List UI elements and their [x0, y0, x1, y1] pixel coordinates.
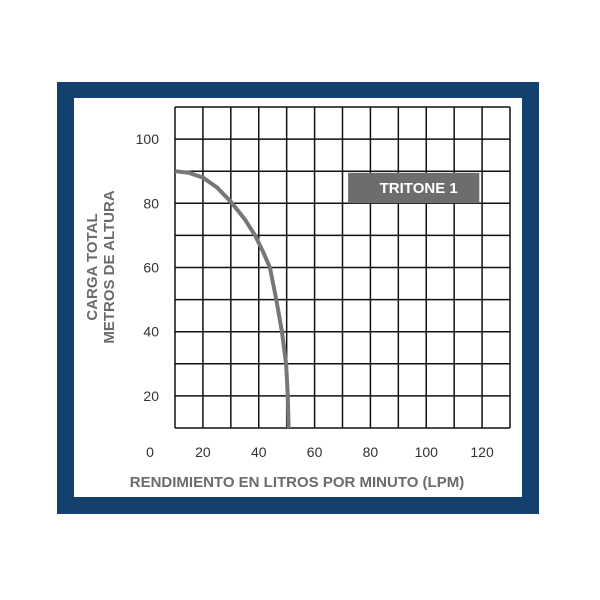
tick-labels: 0 20 40 60 80 100 120 20 40 60 80 100 — [136, 131, 494, 460]
y-tick-label: 60 — [143, 260, 159, 276]
y-axis-label-line1: CARGA TOTAL — [84, 213, 101, 320]
y-axis-label-line2: METROS DE ALTURA — [101, 190, 118, 343]
x-tick-label: 40 — [251, 444, 267, 460]
x-tick-label: 60 — [307, 444, 323, 460]
x-tick-label: 100 — [415, 444, 439, 460]
series-line-tritone-1 — [174, 169, 291, 429]
y-tick-label: 20 — [143, 388, 159, 404]
chart-panel — [74, 98, 522, 497]
x-axis-label: RENDIMIENTO EN LITROS POR MINUTO (LPM) — [130, 474, 464, 491]
x-tick-label: 120 — [470, 444, 494, 460]
grid — [174, 106, 511, 429]
legend-label: TRITONE 1 — [380, 180, 458, 197]
x-tick-label: 80 — [363, 444, 379, 460]
y-tick-label: 80 — [143, 195, 159, 211]
x-tick-label: 20 — [195, 444, 211, 460]
legend-box — [348, 172, 480, 204]
x-tick-label: 0 — [146, 444, 154, 460]
y-tick-label: 40 — [143, 324, 159, 340]
y-tick-label: 100 — [136, 131, 160, 147]
